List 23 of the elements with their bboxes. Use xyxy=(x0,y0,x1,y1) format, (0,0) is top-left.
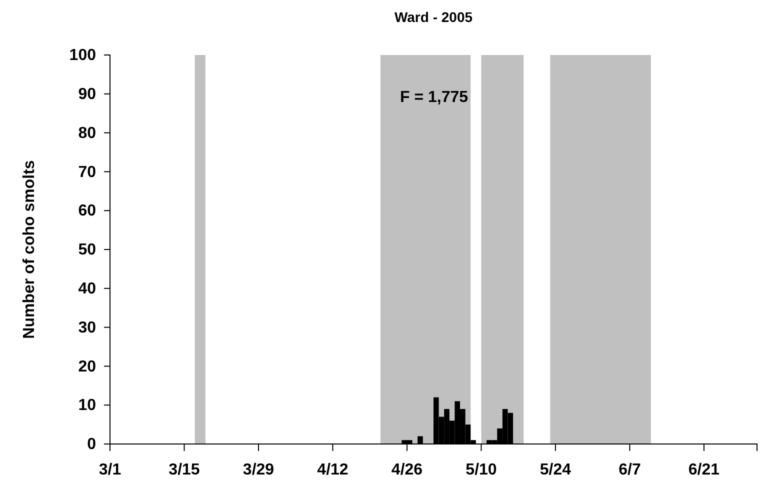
y-tick-label: 60 xyxy=(78,202,96,220)
x-tick-label: 4/26 xyxy=(391,461,423,478)
x-tick-label: 6/7 xyxy=(618,461,641,478)
x-tick-label: 5/10 xyxy=(466,461,497,478)
x-tick-label: 3/15 xyxy=(168,461,200,478)
y-tick-label: 20 xyxy=(78,358,96,376)
y-tick-label: 50 xyxy=(78,242,96,259)
y-tick-label: 90 xyxy=(78,86,96,104)
y-tick-label: 100 xyxy=(69,47,96,64)
chart-title: Ward - 2005 xyxy=(394,9,473,25)
y-axis-title: Number of coho smolts xyxy=(21,160,38,339)
x-tick-label: 3/1 xyxy=(98,461,122,478)
x-tick-label: 6/21 xyxy=(688,461,720,478)
y-tick-label: 70 xyxy=(78,164,96,181)
y-tick-label: 80 xyxy=(78,124,96,142)
y-tick-label: 40 xyxy=(78,280,96,298)
x-tick-label: 4/12 xyxy=(317,461,348,478)
x-tick-label: 5/24 xyxy=(540,461,572,478)
y-tick-label: 30 xyxy=(78,319,96,336)
annotation: F = 1,775 xyxy=(400,89,468,106)
y-tick-label: 10 xyxy=(78,397,96,414)
y-tick-label: 0 xyxy=(87,436,96,454)
x-tick-label: 3/29 xyxy=(242,461,274,478)
